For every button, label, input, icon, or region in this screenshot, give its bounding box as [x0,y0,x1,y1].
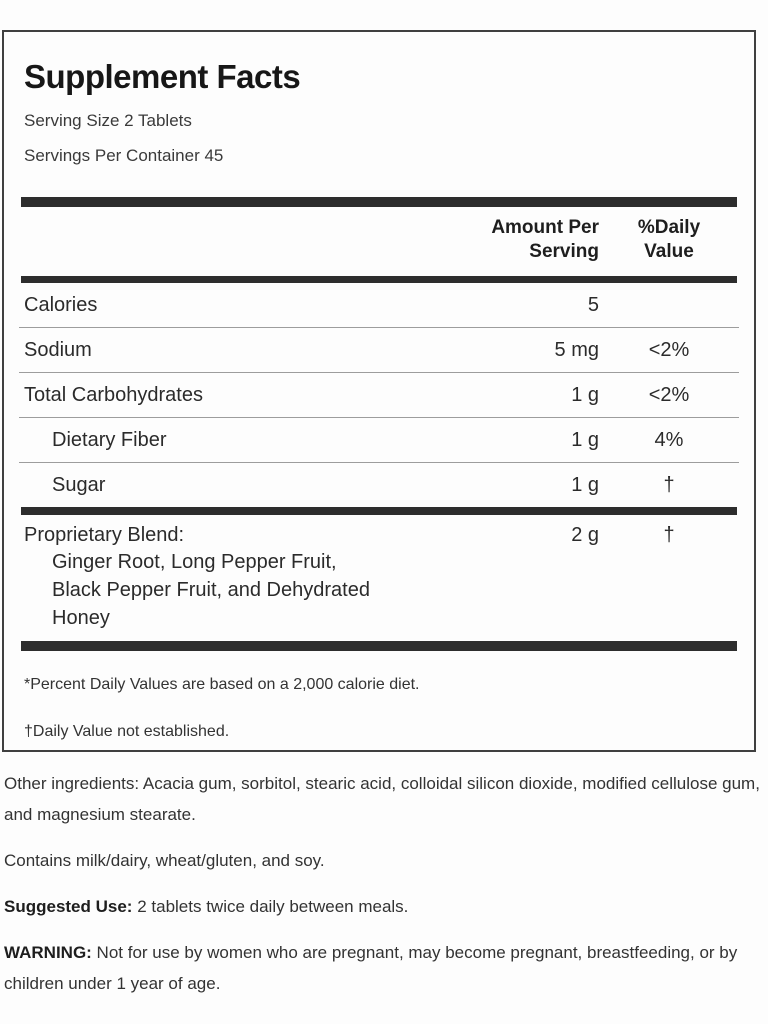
nutrient-amount: 5 [587,293,599,316]
additional-info-section: Other ingredients: Acacia gum, sorbitol,… [4,768,762,1014]
column-header-amount: Amount Per Serving [491,217,599,262]
suggested-use-label: Suggested Use: [4,897,133,916]
thick-divider-top [21,197,737,207]
warning-text: WARNING: Not for use by women who are pr… [4,943,738,993]
nutrient-name: Sodium [24,338,92,361]
nutrient-daily-value: <2% [648,338,690,361]
nutrient-daily-value: † [663,473,675,496]
footnote-daily-value-not-established: †Daily Value not established. [24,723,230,740]
servings-per-container: Servings Per Container 45 [24,146,224,165]
nutrient-daily-value: <2% [648,383,690,406]
nutrient-amount: 1 g [571,473,599,496]
nutrient-amount: 2 g [571,524,599,546]
nutrient-name: Sugar [52,473,106,496]
table-row-total-carbohydrates: Total Carbohydrates 1 g <2% [19,373,739,418]
blend-description: Ginger Root, Long Pepper Fruit, Black Pe… [19,548,739,632]
thick-divider-bottom [21,641,737,651]
warning-label: WARNING: [4,943,92,962]
table-row-dietary-fiber: Dietary Fiber 1 g 4% [19,418,739,463]
allergen-contains-text: Contains milk/dairy, wheat/gluten, and s… [4,851,325,870]
table-row-calories: Calories 5 [19,283,739,328]
thick-divider-header [21,276,737,283]
nutrient-amount: 1 g [571,428,599,451]
nutrient-name: Calories [24,293,98,316]
table-row-sodium: Sodium 5 mg <2% [19,328,739,373]
panel-title: Supplement Facts [24,58,301,95]
suggested-use-text: Suggested Use: 2 tablets twice daily bet… [4,897,409,916]
other-ingredients-text: Other ingredients: Acacia gum, sorbitol,… [4,774,760,824]
serving-size: Serving Size 2 Tablets [24,111,192,130]
blend-description-line: Honey [52,607,110,629]
nutrient-name: Proprietary Blend: [24,524,185,546]
nutrient-name: Total Carbohydrates [24,383,203,406]
thick-divider-blend [21,507,737,515]
nutrient-amount: 1 g [571,383,599,406]
nutrient-daily-value: 4% [654,428,684,451]
nutrient-daily-value: † [663,524,675,546]
nutrient-amount: 5 mg [554,338,599,361]
supplement-facts-panel: Supplement Facts Serving Size 2 Tablets … [2,30,756,752]
table-header-row: Amount Per Serving %Daily Value [19,207,739,276]
footnote-percent-daily-values: *Percent Daily Values are based on a 2,0… [24,676,420,693]
column-header-daily-value: %Daily Value [637,217,701,262]
nutrient-name: Dietary Fiber [52,428,167,451]
blend-description-line: Black Pepper Fruit, and Dehydrated [52,579,370,601]
table-row-sugar: Sugar 1 g † [19,463,739,507]
blend-description-line: Ginger Root, Long Pepper Fruit, [52,551,337,573]
table-row-proprietary-blend: Proprietary Blend: 2 g † [19,515,739,547]
